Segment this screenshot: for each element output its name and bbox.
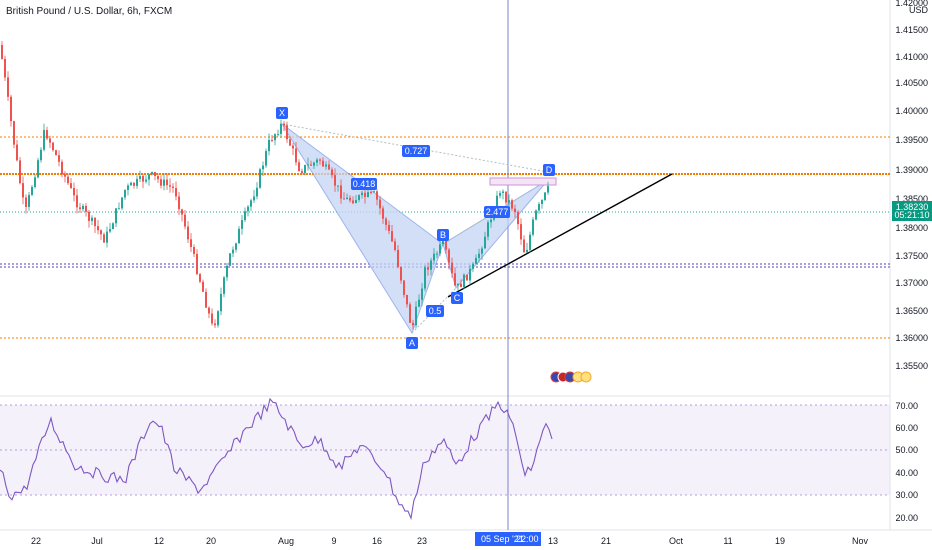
time-tick-label: 21	[601, 536, 611, 546]
time-tick-label: 13	[548, 536, 558, 546]
current-price-badge: 1.38230 05:21:10	[892, 201, 932, 221]
price-axis[interactable]: 1.41500 1.41000 1.40500 1.40000 1.39500 1.390…	[895, 0, 928, 371]
time-tick-label: 22	[31, 536, 41, 546]
time-tick-label: 16	[372, 536, 382, 546]
time-tick-label: 12	[154, 536, 164, 546]
price-tick-label: 1.37500	[895, 251, 928, 261]
price-tick-label: 1.38000	[895, 223, 928, 233]
rsi-line	[0, 397, 553, 521]
pattern-point-a[interactable]: A	[406, 337, 418, 349]
rsi-tick-label: 30.00	[895, 490, 918, 500]
target-zone-box[interactable]	[489, 177, 557, 186]
price-tick-label: 1.39500	[895, 135, 928, 145]
ratio-label-xb[interactable]: 0.418	[351, 178, 377, 190]
pattern-point-x[interactable]: X	[276, 107, 288, 119]
time-axis[interactable]: 22 Jul 12 20 Aug 9 16 23 13 21 Oct 11 19 Nov	[31, 536, 869, 546]
svg-text:05:21:10: 05:21:10	[894, 210, 929, 220]
svg-text:2.477: 2.477	[486, 207, 509, 217]
rsi-tick-label: 50.00	[895, 445, 918, 455]
pattern-point-c[interactable]: C	[451, 292, 463, 304]
pattern-point-b[interactable]: B	[437, 229, 449, 241]
time-tick-label: Nov	[852, 536, 869, 546]
rsi-axis[interactable]: 70.00 60.00 50.00 40.00 30.00 20.00	[895, 401, 918, 523]
ratio-label-bd[interactable]: 2.477	[484, 206, 510, 218]
svg-text:A: A	[409, 338, 415, 348]
pattern-ac-line	[411, 287, 457, 334]
currency-label[interactable]: USD	[909, 5, 929, 15]
ratio-label-ac[interactable]: 0.5	[426, 305, 444, 317]
price-tick-label: 1.36000	[895, 333, 928, 343]
time-tick-label: 11	[723, 536, 732, 546]
svg-text:C: C	[454, 293, 461, 303]
price-tick-label: 1.39000	[895, 165, 928, 175]
price-tick-label: 1.38500	[895, 194, 928, 204]
svg-text:B: B	[440, 230, 446, 240]
price-tick-label: 1.40000	[895, 106, 928, 116]
candlestick-series	[1, 41, 549, 330]
price-tick-label: 1.42000	[895, 0, 928, 8]
ratio-label-xd[interactable]: 0.727	[402, 145, 430, 157]
trend-line[interactable]	[447, 173, 673, 298]
crosshair-time-label: 05 Sep '21 22:00	[475, 532, 541, 546]
symbol-title[interactable]: British Pound / U.S. Dollar, 6h, FXCM	[6, 6, 172, 17]
pattern-point-d[interactable]: D	[543, 164, 555, 176]
price-tick-label: 1.36500	[895, 306, 928, 316]
svg-text:22:00: 22:00	[516, 534, 539, 544]
time-tick-label: 23	[417, 536, 427, 546]
svg-text:0.418: 0.418	[353, 179, 376, 189]
svg-text:D: D	[546, 165, 553, 175]
price-tick-label: 1.35500	[895, 361, 928, 371]
price-tick-label: 1.40500	[895, 78, 928, 88]
price-tick-label: 1.41500	[895, 25, 928, 35]
time-tick-label: Oct	[669, 536, 684, 546]
price-pane[interactable]	[0, 0, 890, 395]
svg-text:X: X	[279, 108, 285, 118]
svg-text:0.727: 0.727	[405, 146, 428, 156]
coin-icon[interactable]	[580, 371, 592, 383]
rsi-tick-label: 40.00	[895, 468, 918, 478]
time-tick-label: Aug	[278, 536, 294, 546]
time-tick-label: 19	[775, 536, 785, 546]
economic-events[interactable]	[550, 371, 592, 383]
time-tick-label: Jul	[91, 536, 103, 546]
pattern-xd-line	[281, 123, 549, 173]
rsi-tick-label: 70.00	[895, 401, 918, 411]
svg-text:0.5: 0.5	[429, 306, 442, 316]
rsi-tick-label: 60.00	[895, 423, 918, 433]
price-tick-label: 1.41000	[895, 52, 928, 62]
price-tick-label: 1.37000	[895, 278, 928, 288]
rsi-tick-label: 20.00	[895, 513, 918, 523]
time-tick-label: 20	[206, 536, 216, 546]
time-tick-label: 9	[331, 536, 336, 546]
svg-text:05 Sep '21: 05 Sep '21	[481, 534, 524, 544]
svg-text:1.38230: 1.38230	[896, 202, 929, 212]
